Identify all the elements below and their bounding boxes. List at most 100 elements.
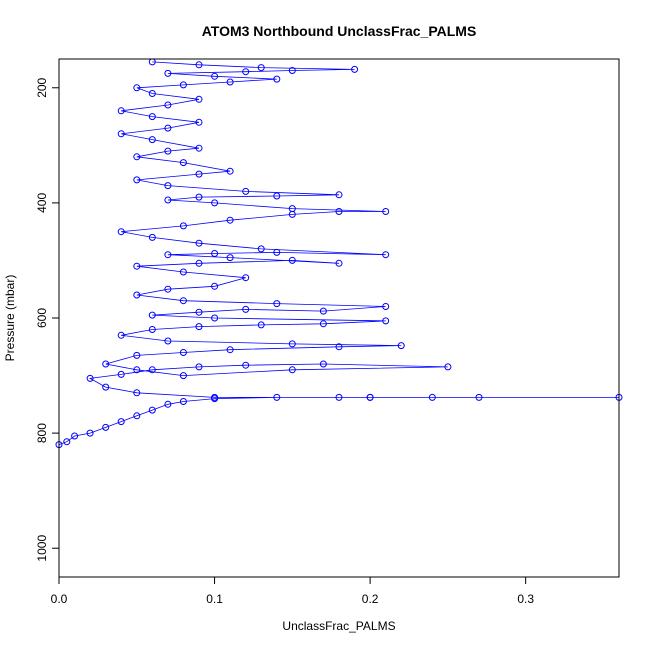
data-point — [117, 418, 125, 426]
data-point — [211, 314, 219, 322]
data-point — [133, 366, 141, 374]
data-point — [335, 343, 343, 351]
data-point — [164, 400, 172, 408]
data-point — [164, 337, 172, 345]
data-point — [133, 262, 141, 270]
data-point — [71, 432, 79, 440]
data-point — [288, 205, 296, 213]
data-point — [382, 251, 390, 259]
data-point — [179, 222, 187, 230]
data-point — [133, 389, 141, 397]
data-point — [257, 64, 265, 72]
data-point — [273, 192, 281, 200]
data-point — [148, 406, 156, 414]
data-point — [179, 297, 187, 305]
plot-area — [55, 58, 623, 449]
data-point — [211, 72, 219, 80]
data-point — [164, 182, 172, 190]
data-point — [242, 305, 250, 313]
data-point — [366, 393, 374, 401]
data-point — [226, 216, 234, 224]
data-point — [319, 360, 327, 368]
data-point — [179, 398, 187, 405]
data-point — [382, 208, 390, 215]
data-point — [164, 147, 172, 155]
plot-frame — [58, 58, 620, 578]
data-point — [133, 412, 141, 420]
data-point — [148, 90, 156, 97]
data-point — [117, 228, 125, 236]
data-point — [102, 383, 110, 391]
data-point — [242, 68, 250, 76]
data-point — [226, 78, 234, 86]
data-point — [117, 331, 125, 339]
data-point — [164, 124, 172, 132]
data-point — [164, 69, 172, 77]
data-point — [133, 153, 141, 161]
data-point — [148, 233, 156, 241]
y-tick-label: 400 — [35, 193, 49, 213]
data-point — [164, 285, 172, 293]
data-point — [179, 81, 187, 89]
data-point — [195, 308, 203, 316]
data-point — [273, 75, 281, 83]
data-point — [288, 67, 296, 74]
data-point — [226, 167, 234, 175]
data-point — [273, 300, 281, 308]
data-point — [226, 254, 234, 262]
data-point — [382, 317, 390, 325]
data-point — [86, 429, 94, 437]
data-point — [179, 372, 187, 380]
data-point — [63, 438, 71, 446]
x-tick-label: 0.3 — [517, 592, 534, 606]
data-point — [195, 323, 203, 331]
data-point — [133, 84, 141, 92]
data-point — [195, 144, 203, 152]
data-point — [335, 191, 343, 199]
data-point — [148, 136, 156, 144]
data-point — [319, 320, 327, 328]
y-tick-label: 600 — [35, 308, 49, 328]
data-point — [273, 393, 281, 401]
data-point — [351, 65, 359, 73]
data-point — [164, 196, 172, 204]
data-point — [179, 268, 187, 276]
data-point — [164, 251, 172, 259]
data-point — [242, 274, 250, 282]
data-point — [195, 61, 203, 69]
data-point — [211, 250, 219, 257]
data-point — [133, 351, 141, 359]
data-point — [133, 176, 141, 184]
data-point — [382, 303, 390, 310]
data-point — [335, 259, 343, 267]
data-point — [148, 326, 156, 333]
data-point — [148, 113, 156, 121]
x-tick-label: 0.2 — [362, 592, 379, 606]
data-point — [444, 363, 452, 371]
data-point — [335, 393, 343, 401]
data-point — [195, 239, 203, 247]
data-point — [179, 159, 187, 167]
data-point — [257, 245, 265, 253]
data-point — [211, 282, 219, 290]
y-tick-label: 1000 — [35, 535, 49, 562]
data-point — [288, 366, 296, 374]
data-point — [428, 393, 436, 401]
data-point — [226, 346, 234, 354]
data-point — [288, 256, 296, 264]
data-point — [86, 374, 94, 382]
chart-title: ATOM3 Northbound UnclassFrac_PALMS — [202, 23, 477, 39]
x-axis-label: UnclassFrac_PALMS — [282, 619, 395, 633]
data-point — [319, 307, 327, 315]
data-point — [195, 118, 203, 126]
data-point — [475, 393, 483, 401]
data-point — [148, 366, 156, 374]
data-point — [117, 370, 125, 378]
data-point — [195, 170, 203, 178]
x-tick-label: 0.1 — [206, 592, 223, 606]
x-tick-label: 0.0 — [51, 592, 68, 606]
y-tick-label: 200 — [35, 77, 49, 97]
data-point — [195, 259, 203, 267]
data-point — [335, 208, 343, 215]
